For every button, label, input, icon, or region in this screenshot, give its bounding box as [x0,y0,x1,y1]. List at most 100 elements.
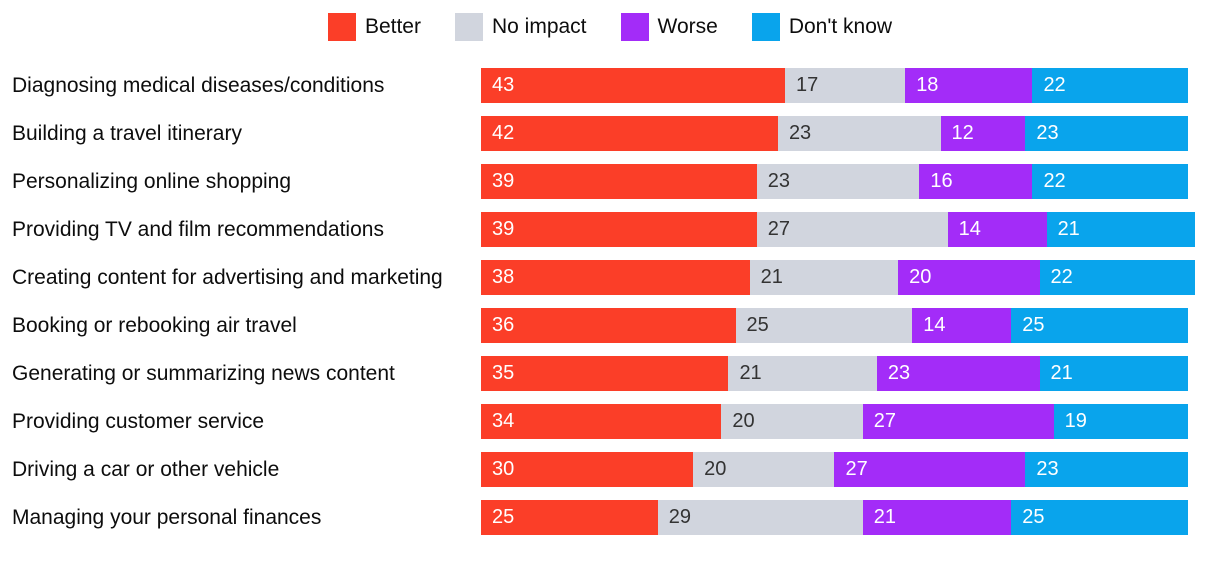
chart-row: Providing TV and film recommendations 39 2… [0,212,1220,247]
bar-segment-worse: 16 [919,164,1033,199]
legend-item-no-impact: No impact [454,13,587,41]
bar-segment-don-t-know: 19 [1053,404,1188,439]
chart-rows: Diagnosing medical diseases/conditions 43… [0,68,1220,535]
chart-row: Creating content for advertising and mar… [0,260,1220,295]
bar-value-label: 22 [1043,170,1066,192]
category-label: Generating or summarizing news content [12,362,395,385]
bar-value-label: 21 [739,362,762,384]
chart-row: Generating or summarizing news content 35… [0,356,1220,391]
bar-value-label: 23 [767,170,790,192]
bar-value-label: 22 [1043,74,1066,96]
bar-segment-better: 39 [481,212,757,247]
bar-value-label: 39 [492,218,515,240]
bar-value-label: 25 [1022,506,1045,528]
bar-segment-worse: 18 [905,68,1033,103]
bar-segment-better: 43 [481,68,785,103]
bar-value-label: 25 [492,506,515,528]
legend-label: No impact [491,15,587,38]
category-label: Diagnosing medical diseases/conditions [12,74,385,97]
bar-track: 35 21 23 21 [481,356,1188,391]
bar-value-label: 16 [930,170,953,192]
chart-row: Providing customer service 34 20 27 19 [0,404,1220,439]
category-label: Building a travel itinerary [12,122,242,145]
legend-label: Better [364,15,421,38]
bar-value-label: 20 [732,410,755,432]
bar-value-label: 21 [760,266,783,288]
bar-value-label: 25 [1022,314,1045,336]
bar-segment-no-impact: 21 [728,356,877,391]
legend-swatch-icon [620,13,649,41]
legend-swatch-icon [327,13,356,41]
bar-segment-better: 34 [481,404,722,439]
bar-value-label: 30 [492,458,515,480]
category-label: Providing TV and film recommendations [12,218,384,241]
chart-row: Driving a car or other vehicle 30 20 27 23 [0,452,1220,487]
bar-value-label: 23 [1036,122,1059,144]
bar-value-label: 34 [492,410,515,432]
bar-segment-don-t-know: 23 [1025,116,1188,151]
legend-label: Don't know [788,15,893,38]
bar-track: 30 20 27 23 [481,452,1188,487]
bar-segment-don-t-know: 23 [1025,452,1188,487]
bar-value-label: 23 [1036,458,1059,480]
bar-value-label: 25 [746,314,769,336]
bar-segment-worse: 21 [862,500,1012,535]
bar-segment-worse: 20 [898,260,1040,295]
bar-value-label: 18 [916,74,939,96]
bar-value-label: 20 [909,266,932,288]
bar-segment-don-t-know: 22 [1032,68,1188,103]
bar-value-label: 20 [704,458,727,480]
bar-segment-worse: 27 [862,404,1054,439]
bar-segment-no-impact: 25 [735,308,913,343]
legend-swatch-icon [454,13,483,41]
bar-segment-don-t-know: 22 [1039,260,1196,295]
bar-value-label: 27 [873,410,897,432]
bar-segment-better: 35 [481,356,729,391]
bar-value-label: 39 [492,170,515,192]
bar-segment-better: 36 [481,308,736,343]
bar-value-label: 36 [492,314,515,336]
bar-segment-don-t-know: 21 [1046,212,1196,247]
bar-track: 38 21 20 22 [481,260,1196,295]
category-label: Personalizing online shopping [12,170,292,193]
bar-value-label: 12 [951,122,974,144]
bar-segment-worse: 23 [876,356,1040,391]
bar-segment-no-impact: 21 [749,260,899,295]
bar-segment-better: 38 [481,260,750,295]
bar-segment-better: 25 [481,500,658,535]
bar-segment-no-impact: 20 [693,452,835,487]
bar-value-label: 14 [923,314,946,336]
bar-value-label: 35 [492,362,515,384]
bar-track: 34 20 27 19 [481,404,1188,439]
bar-value-label: 19 [1064,410,1087,432]
bar-value-label: 21 [1050,362,1073,384]
bar-value-label: 21 [873,506,897,528]
bar-value-label: 38 [492,266,515,288]
bar-value-label: 29 [668,506,691,528]
bar-segment-no-impact: 23 [756,164,920,199]
chart-row: Managing your personal finances 25 29 21 25 [0,500,1220,535]
legend-label: Worse [657,15,718,38]
category-label: Booking or rebooking air travel [12,314,297,337]
bar-track: 36 25 14 25 [481,308,1188,343]
bar-value-label: 27 [845,458,868,480]
bar-segment-no-impact: 27 [756,212,948,247]
bar-segment-don-t-know: 21 [1039,356,1188,391]
bar-segment-no-impact: 17 [785,68,906,103]
legend: Better No impact Worse Don't know [0,0,1220,41]
category-label: Driving a car or other vehicle [12,458,280,481]
bar-value-label: 43 [492,74,515,96]
chart-row: Building a travel itinerary 42 23 12 23 [0,116,1220,151]
category-label: Creating content for advertising and mar… [12,266,443,289]
chart-row: Booking or rebooking air travel 36 25 14 25 [0,308,1220,343]
bar-segment-don-t-know: 25 [1011,308,1188,343]
bar-segment-no-impact: 20 [721,404,863,439]
bar-segment-don-t-know: 25 [1011,500,1188,535]
bar-segment-better: 42 [481,116,778,151]
bar-track: 39 23 16 22 [481,164,1188,199]
chart-row: Personalizing online shopping 39 23 16 22 [0,164,1220,199]
bar-track: 39 27 14 21 [481,212,1196,247]
legend-swatch-icon [751,13,780,41]
bar-track: 42 23 12 23 [481,116,1188,151]
bar-value-label: 21 [1057,218,1080,240]
